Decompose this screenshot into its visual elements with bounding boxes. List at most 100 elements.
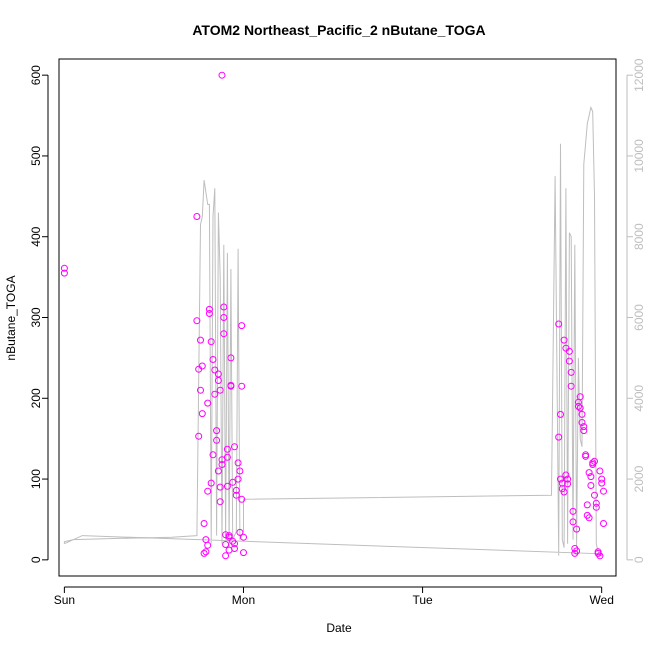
data-point <box>598 475 606 483</box>
data-point <box>578 410 586 418</box>
data-point <box>562 471 570 479</box>
data-point <box>222 541 230 548</box>
data-point <box>223 453 231 461</box>
data-point <box>573 525 581 533</box>
data-point <box>200 520 208 527</box>
data-point <box>232 491 240 499</box>
data-point <box>216 483 224 491</box>
data-point <box>591 457 598 465</box>
data-point <box>564 475 572 483</box>
data-point <box>211 390 219 398</box>
x-tick-label: Tue <box>412 593 433 607</box>
data-point <box>220 330 228 338</box>
left-tick-label: 600 <box>29 65 43 85</box>
data-point <box>557 475 564 483</box>
data-point <box>564 480 572 488</box>
data-point <box>585 514 593 522</box>
x-tick-label: Sun <box>54 593 75 607</box>
data-point <box>220 314 228 321</box>
data-point <box>578 419 586 426</box>
plot-frame <box>58 58 617 577</box>
data-point <box>204 541 212 549</box>
data-point <box>205 310 213 317</box>
data-point <box>60 269 68 277</box>
data-point <box>227 354 235 362</box>
data-point <box>205 305 213 313</box>
data-point <box>238 382 246 390</box>
data-point <box>223 445 231 453</box>
data-point <box>238 495 246 503</box>
left-tick-label: 200 <box>29 388 43 408</box>
left-tick-label: 100 <box>29 469 43 489</box>
data-point <box>209 356 217 363</box>
data-point <box>234 475 242 483</box>
data-point <box>213 427 221 435</box>
data-point <box>236 467 244 475</box>
data-point <box>197 336 204 344</box>
data-point <box>198 362 206 370</box>
data-point <box>216 498 224 506</box>
data-point <box>202 548 210 556</box>
data-point <box>574 402 582 410</box>
right-tick-label: 6000 <box>632 304 646 331</box>
right-tick-label: 12000 <box>632 58 646 92</box>
data-points-layer <box>60 71 607 560</box>
right-axis: 0 2000 4000 6000 8000 10000 12000 <box>626 58 646 563</box>
data-point <box>587 482 595 489</box>
data-point <box>567 368 575 376</box>
data-point <box>207 479 215 487</box>
data-point <box>573 547 581 555</box>
data-point <box>204 399 212 407</box>
data-point <box>569 507 577 515</box>
data-point <box>234 459 242 467</box>
x-tick-label: Wed <box>589 593 613 607</box>
data-point <box>591 491 598 499</box>
altitude-line <box>63 105 603 557</box>
altitude-line-layer <box>63 105 603 557</box>
data-point <box>555 320 563 328</box>
data-point <box>582 452 590 460</box>
data-point <box>218 461 226 468</box>
data-point <box>200 549 208 557</box>
data-point <box>198 410 206 418</box>
data-point <box>227 382 235 390</box>
right-tick-label: 8000 <box>632 223 646 250</box>
data-point <box>569 518 577 526</box>
data-point <box>583 501 591 509</box>
data-point <box>223 482 231 490</box>
left-axis: 0 100 200 300 400 500 600 <box>29 65 49 563</box>
data-point <box>565 347 573 355</box>
data-point <box>207 338 215 346</box>
data-point <box>600 487 607 495</box>
data-point <box>560 336 568 344</box>
data-point <box>231 540 238 548</box>
data-point <box>211 366 219 374</box>
data-point <box>232 486 240 494</box>
data-point <box>580 423 588 431</box>
data-point <box>236 528 244 536</box>
data-point <box>229 478 237 486</box>
data-point <box>60 264 68 272</box>
data-point <box>193 213 201 220</box>
right-tick-label: 10000 <box>632 139 646 173</box>
data-point <box>555 433 563 441</box>
data-point <box>195 432 203 440</box>
data-point <box>204 487 212 495</box>
data-point <box>213 436 221 444</box>
data-point <box>565 357 573 365</box>
data-point <box>592 499 600 507</box>
y-axis-label: nButane_TOGA <box>4 275 18 360</box>
data-point <box>225 532 233 540</box>
data-point <box>567 382 575 390</box>
left-tick-label: 300 <box>29 307 43 327</box>
data-point <box>238 322 246 330</box>
data-point <box>222 552 230 560</box>
data-point <box>220 303 228 311</box>
data-point <box>576 393 584 401</box>
x-axis-label: Date <box>326 621 352 635</box>
data-point <box>596 467 604 475</box>
data-point <box>216 386 224 394</box>
left-tick-label: 400 <box>29 226 43 246</box>
right-tick-label: 2000 <box>632 465 646 492</box>
data-point <box>587 473 595 481</box>
